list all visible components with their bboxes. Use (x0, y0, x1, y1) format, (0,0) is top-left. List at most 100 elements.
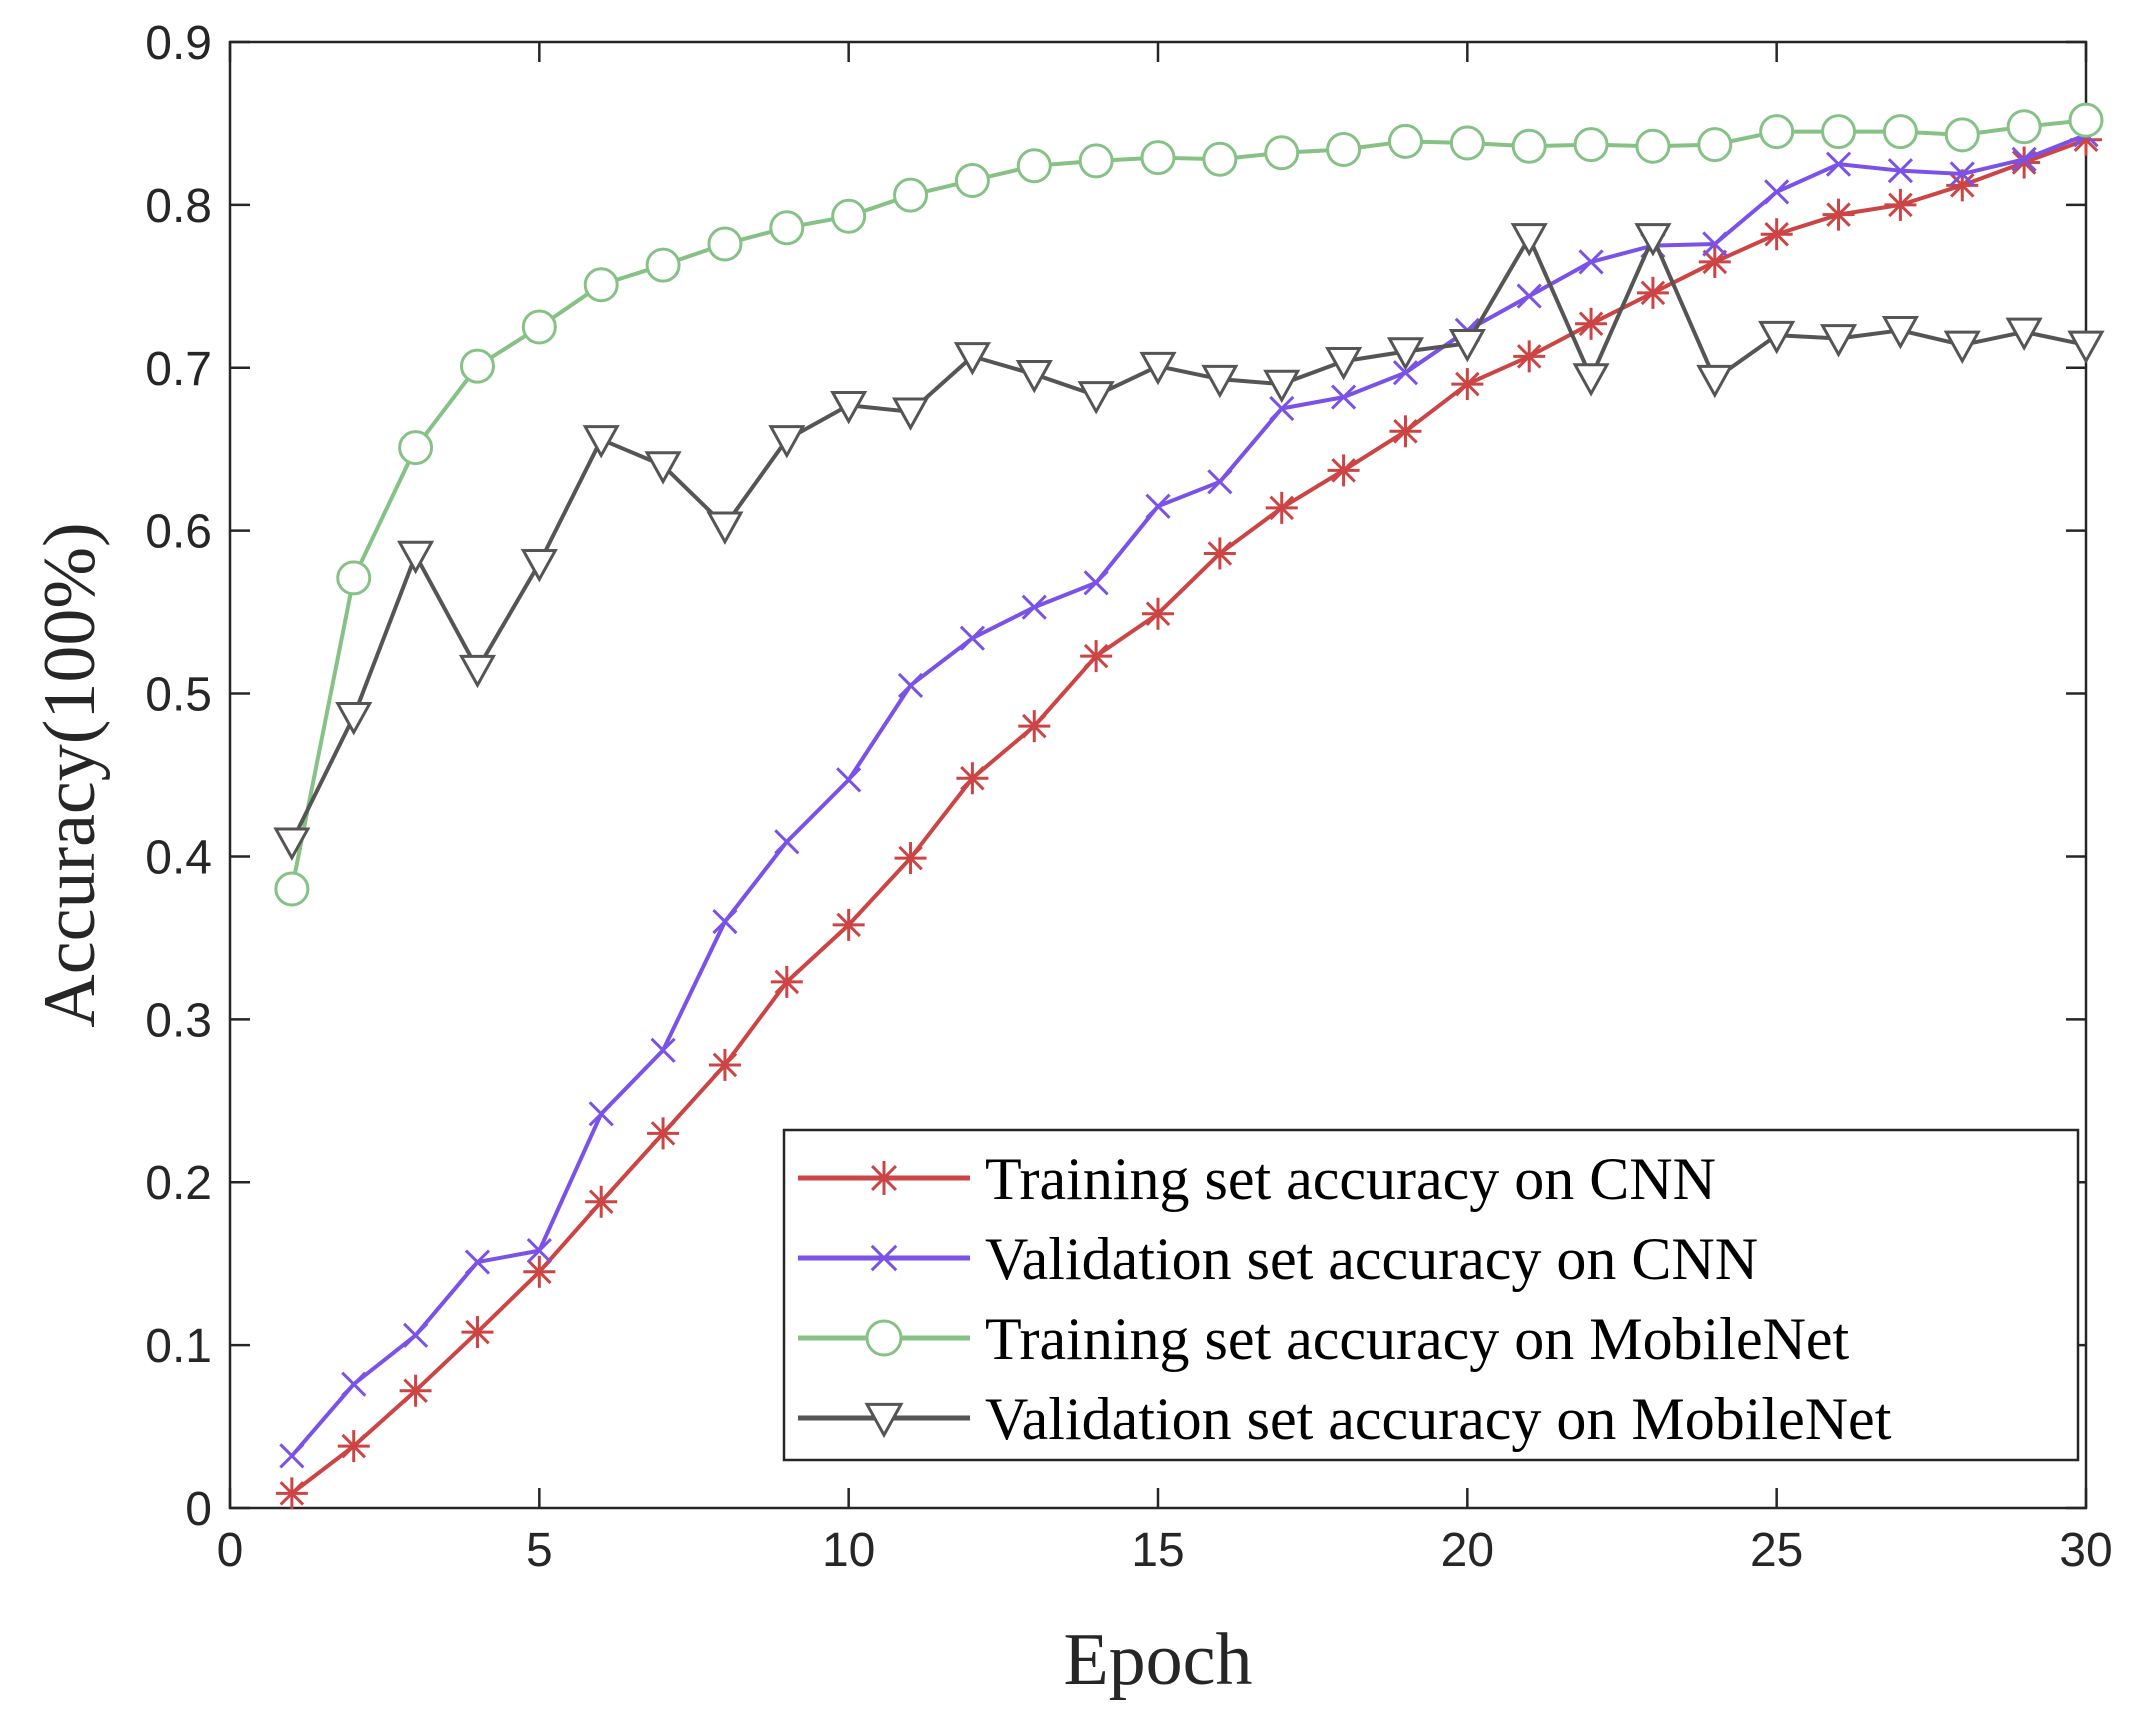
series-1 (275, 123, 2102, 1510)
data-point (582, 425, 620, 459)
series-layer (273, 102, 2105, 1510)
data-point (1269, 395, 1295, 422)
data-point (1392, 360, 1419, 386)
data-point (458, 654, 497, 689)
data-point (2005, 317, 2043, 352)
legend: Training set accuracy on CNN Validation s… (782, 1128, 2080, 1462)
y-tick-label: 0.2 (145, 1157, 212, 1210)
data-point (2068, 102, 2104, 138)
data-point (1142, 597, 1174, 630)
data-point (1702, 231, 1728, 257)
data-point (1943, 330, 1981, 365)
legend-marker (864, 1402, 904, 1439)
data-point (1819, 324, 1858, 358)
data-point (768, 425, 806, 459)
data-point (335, 702, 373, 736)
y-tick-label: 0.1 (145, 1320, 212, 1373)
x-tick-label: 10 (822, 1524, 875, 1577)
data-point (1389, 415, 1422, 448)
data-point (274, 871, 310, 907)
data-point (2006, 109, 2042, 145)
data-point (1759, 114, 1795, 150)
data-point (398, 430, 434, 466)
legend-item: Validation set accuracy on CNN (798, 1226, 1758, 1292)
data-point (1578, 249, 1604, 275)
data-point (774, 829, 800, 855)
data-point (706, 511, 744, 545)
x-tick-label: 5 (526, 1524, 553, 1577)
data-point (1077, 381, 1115, 415)
y-tick-label: 0.5 (145, 669, 212, 722)
data-point (712, 909, 738, 935)
data-point (1386, 337, 1425, 371)
data-point (520, 548, 558, 583)
data-point (897, 672, 924, 698)
legend-marker (867, 1161, 901, 1195)
legend-label: Validation set accuracy on CNN (985, 1226, 1758, 1292)
data-point (1575, 307, 1608, 340)
data-point (1634, 223, 1672, 257)
data-point (1139, 351, 1177, 386)
y-tick-label: 0.4 (145, 831, 212, 884)
legend-entries: Training set accuracy on CNN Validation s… (798, 1146, 1892, 1452)
data-point (894, 842, 927, 875)
data-point (1325, 346, 1363, 381)
data-point (836, 767, 862, 793)
data-point (1451, 368, 1484, 401)
data-point (891, 397, 930, 431)
data-point (1449, 125, 1485, 161)
data-point (1882, 114, 1918, 150)
data-point (954, 162, 990, 198)
series-line (290, 132, 2087, 1458)
data-point (650, 1037, 676, 1063)
data-point (585, 1185, 618, 1218)
legend-marker (865, 1319, 903, 1357)
data-point (1881, 316, 1919, 350)
data-point (1140, 140, 1176, 176)
data-point (1331, 384, 1357, 410)
data-point (1203, 537, 1236, 570)
data-point (959, 625, 985, 651)
data-point (1015, 359, 1053, 394)
legend-label: Validation set accuracy on MobileNet (985, 1386, 1892, 1452)
data-point (831, 198, 867, 234)
y-tick-label: 0.9 (145, 17, 212, 70)
data-point (644, 451, 682, 485)
data-point (1825, 151, 1852, 177)
data-point (1884, 188, 1917, 221)
legend-box (782, 1128, 2080, 1462)
data-point (1764, 179, 1790, 205)
data-point (583, 267, 619, 303)
data-point (1758, 320, 1796, 355)
data-point (956, 762, 989, 795)
data-point (341, 1371, 367, 1397)
data-point (337, 1430, 370, 1463)
data-point (1821, 114, 1857, 150)
data-point (1636, 276, 1669, 309)
data-point (1573, 127, 1609, 163)
series-line (290, 235, 2087, 843)
data-point (1202, 141, 1238, 177)
legend-label: Training set accuracy on MobileNet (985, 1306, 1850, 1372)
data-point (2067, 330, 2105, 365)
data-point (770, 965, 803, 998)
data-point (647, 1117, 680, 1150)
data-point (645, 247, 681, 283)
data-point (464, 1249, 491, 1275)
data-point (461, 1316, 494, 1349)
data-point (1887, 158, 1913, 184)
data-point (1083, 570, 1109, 596)
data-point (1696, 364, 1734, 399)
x-tick-label: 0 (217, 1524, 244, 1577)
data-point (397, 540, 435, 575)
data-point (1949, 161, 1975, 187)
data-point (707, 226, 743, 262)
data-point (1263, 369, 1301, 404)
data-point (1822, 198, 1855, 231)
y-tick-label: 0.6 (145, 506, 212, 559)
data-point (1513, 340, 1546, 373)
data-point (403, 1322, 429, 1348)
data-point (1080, 640, 1113, 673)
data-point (708, 1048, 741, 1081)
